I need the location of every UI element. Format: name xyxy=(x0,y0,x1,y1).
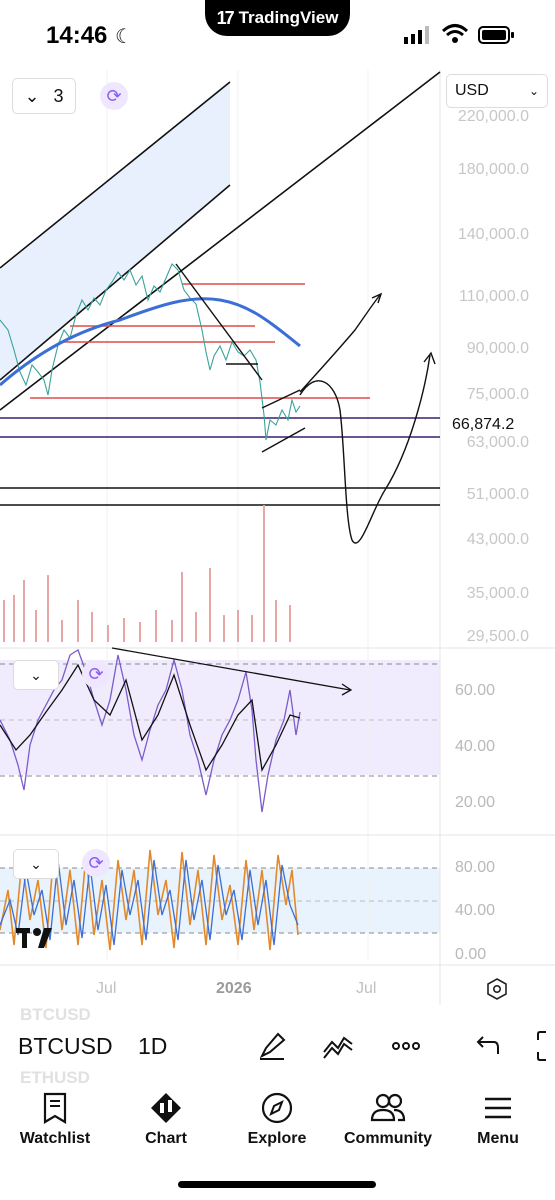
price-axis-label: 180,000.0 xyxy=(457,161,529,178)
draw-pen-icon[interactable] xyxy=(256,1030,288,1062)
price-axis-label: 220,000.0 xyxy=(457,108,529,125)
fullscreen-icon[interactable] xyxy=(534,1030,555,1062)
channel-fill xyxy=(0,80,230,380)
stoch-axis-label: 80.00 xyxy=(455,859,496,876)
price-axis-label: 43,000.0 xyxy=(466,531,529,548)
price-axis-label: 35,000.0 xyxy=(466,585,529,602)
more-icon[interactable] xyxy=(390,1030,422,1062)
nav-explore-label: Explore xyxy=(247,1130,307,1147)
menu-icon xyxy=(485,1097,511,1119)
tradingview-logo-icon: 17 xyxy=(216,7,235,28)
chevron-down-icon: ⌄ xyxy=(528,84,539,98)
chevron-down-icon: ⌄ xyxy=(24,85,40,106)
projection-path-2 xyxy=(299,354,431,544)
price-axis-label: 90,000.0 xyxy=(466,340,529,357)
channel-top-line xyxy=(0,81,231,269)
price-axis-label: 75,000.0 xyxy=(466,386,529,403)
island-label: TradingView xyxy=(238,8,339,27)
time-axis-label: Jul xyxy=(96,980,117,997)
price-axis-label: 63,000.0 xyxy=(466,434,529,451)
moving-average xyxy=(0,297,301,387)
nav-community[interactable]: Community xyxy=(338,1092,438,1148)
stoch-axis-label: 40.00 xyxy=(455,902,496,919)
price-series xyxy=(0,263,301,441)
volume-bars xyxy=(3,505,291,642)
symbol-button[interactable]: BTCUSD xyxy=(18,1033,113,1059)
rsi-axis-label: 20.00 xyxy=(455,794,496,811)
dynamic-island: 17 TradingView xyxy=(205,0,350,36)
home-indicator xyxy=(178,1181,376,1188)
channel-mid-line xyxy=(0,184,231,381)
undo-icon[interactable] xyxy=(470,1030,502,1062)
nav-chart-label: Chart xyxy=(145,1130,187,1147)
nav-watchlist-label: Watchlist xyxy=(19,1130,91,1147)
status-time: 14:46 xyxy=(46,22,108,49)
chart-drawing[interactable] xyxy=(0,70,555,1010)
time-axis-label: Jul xyxy=(356,980,377,997)
layout-count: 3 xyxy=(53,85,64,106)
stoch-k-line xyxy=(0,849,299,951)
rsi-line xyxy=(0,649,301,813)
previous-symbol[interactable]: BTCUSD xyxy=(20,1005,91,1024)
price-axis-label: 110,000.0 xyxy=(459,288,529,305)
nav-community-label: Community xyxy=(344,1130,432,1147)
cellular-signal-icon xyxy=(404,26,429,44)
projection-path-1 xyxy=(299,294,381,393)
channel-bottom-line xyxy=(0,71,441,411)
flag-line xyxy=(261,427,306,453)
price-axis-label: 29,500.0 xyxy=(466,628,529,645)
chart-canvas[interactable] xyxy=(0,70,555,1010)
nav-chart[interactable]: Chart xyxy=(116,1092,216,1148)
compass-icon xyxy=(261,1092,293,1124)
refresh-icon[interactable]: ⟳ xyxy=(82,660,110,688)
stoch-collapse-button[interactable]: ⌄ xyxy=(13,849,59,879)
watchlist-icon xyxy=(43,1092,67,1124)
rsi-band xyxy=(0,660,440,775)
layout-count-button[interactable]: ⌄ 3 xyxy=(12,78,76,114)
community-icon xyxy=(370,1093,406,1122)
price-axis-label: 51,000.0 xyxy=(466,486,529,503)
moon-icon: ☾ xyxy=(115,26,133,48)
chart-settings-button[interactable] xyxy=(486,976,510,1000)
settings-hexagon-icon xyxy=(487,978,507,1000)
rsi-axis-label: 60.00 xyxy=(455,682,496,699)
last-price-label: 66,874.2 xyxy=(448,414,519,436)
flag-line xyxy=(261,389,301,409)
tradingview-watermark-icon xyxy=(16,928,52,948)
rsi-ma-line xyxy=(0,663,301,772)
downtrend-line xyxy=(175,263,263,381)
interval-button[interactable]: 1D xyxy=(138,1033,168,1059)
nav-explore[interactable]: Explore xyxy=(227,1092,327,1148)
rsi-axis-label: 40.00 xyxy=(455,738,496,755)
price-axis-label: 140,000.0 xyxy=(457,226,529,243)
chart-icon xyxy=(151,1093,181,1123)
rsi-collapse-button[interactable]: ⌄ xyxy=(13,660,59,690)
time-axis-label: 2026 xyxy=(216,980,252,997)
next-symbol[interactable]: ETHUSD xyxy=(20,1068,90,1087)
rsi-trendline xyxy=(111,647,351,691)
refresh-icon[interactable]: ⟳ xyxy=(82,849,110,877)
nav-menu[interactable]: Menu xyxy=(448,1092,548,1148)
status-bar: 14:46 ☾ 17 TradingView xyxy=(0,0,555,70)
refresh-icon[interactable]: ⟳ xyxy=(100,82,128,110)
stoch-d-line xyxy=(0,859,299,946)
indicators-icon[interactable] xyxy=(322,1030,354,1062)
battery-icon xyxy=(478,26,514,44)
wifi-icon xyxy=(442,24,468,43)
stoch-axis-label: 0.00 xyxy=(455,946,487,963)
nav-watchlist[interactable]: Watchlist xyxy=(5,1092,105,1148)
nav-menu-label: Menu xyxy=(477,1130,519,1147)
currency-select[interactable]: USD ⌄ xyxy=(446,74,548,108)
chevron-down-icon: ⌄ xyxy=(30,666,42,683)
chevron-down-icon: ⌄ xyxy=(30,855,42,872)
currency-value: USD xyxy=(455,82,489,99)
